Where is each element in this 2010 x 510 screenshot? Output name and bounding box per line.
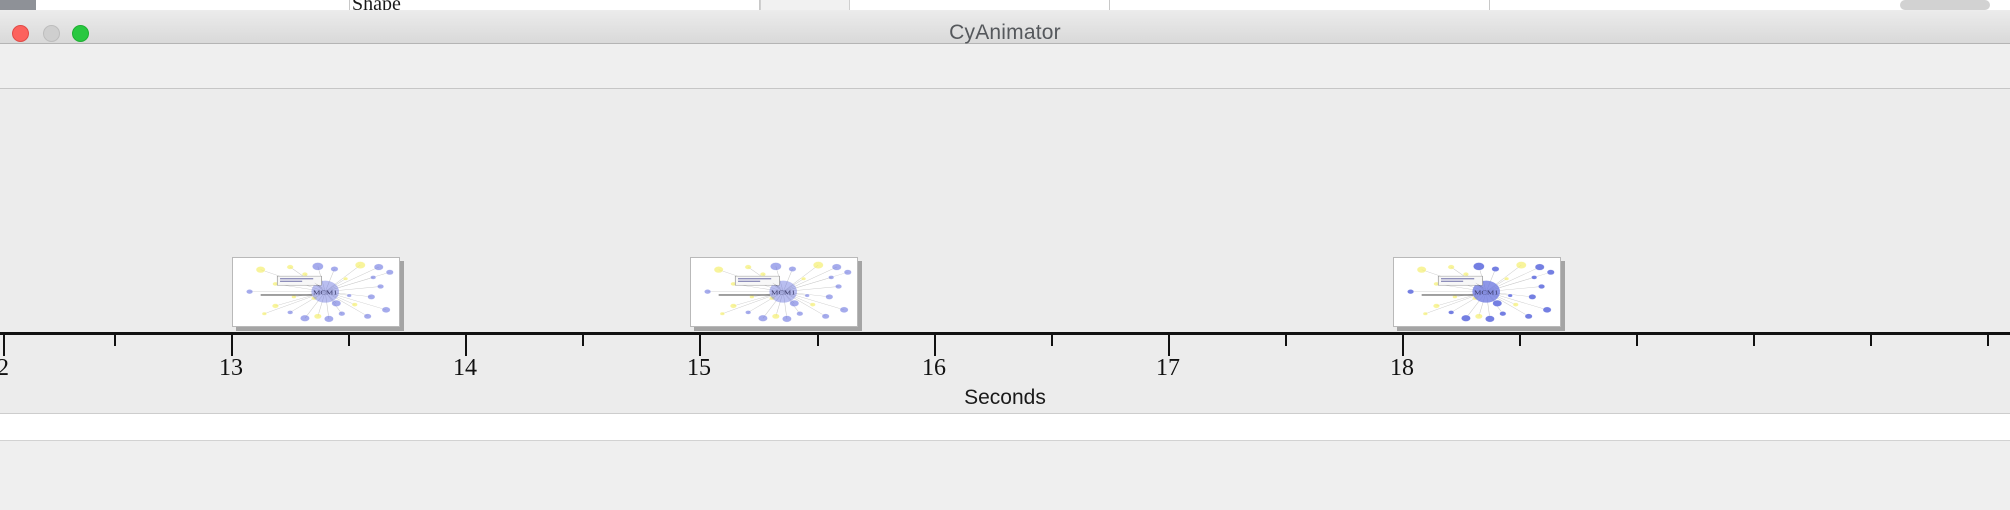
background-column	[190, 0, 350, 10]
minimize-button[interactable]	[43, 25, 60, 42]
background-tab	[760, 0, 850, 10]
timeline-tick-minor	[1636, 335, 1638, 346]
background-column	[590, 0, 760, 10]
timeline-tick-major	[231, 335, 233, 356]
timeline-tick-major	[699, 335, 701, 356]
svg-text:MCM1: MCM1	[771, 289, 796, 296]
timeline-tick-minor	[1285, 335, 1287, 346]
timeline-panel[interactable]: MCM1 MCM1 MCM1 2 13 14 15 16 17 18 Seconds	[0, 89, 2010, 510]
background-sidebar	[0, 0, 36, 10]
toolbar: Clear All Frames	[0, 44, 2010, 129]
timeline-tick-label: 13	[219, 355, 243, 381]
background-scrollbar	[1900, 0, 1990, 10]
title-bar: CyAnimator	[0, 10, 2010, 44]
timeline-tick-minor	[582, 335, 584, 346]
timeline-tick-minor	[1519, 335, 1521, 346]
timeline-tick-label: 18	[1390, 355, 1414, 381]
timeline-tick-label: 17	[1156, 355, 1180, 381]
timeline-tick-label: 16	[922, 355, 946, 381]
timeline-tick-label: 15	[687, 355, 711, 381]
timeline-tick-minor	[1870, 335, 1872, 346]
timeline-tick-minor	[1987, 335, 1989, 346]
timeline-tick-minor	[1753, 335, 1755, 346]
timeline-frame-thumbnail[interactable]: MCM1	[232, 257, 400, 327]
axis-title: Seconds	[964, 386, 1046, 409]
background-column	[1300, 0, 1490, 10]
timeline-frame-thumbnail[interactable]: MCM1	[1393, 257, 1561, 327]
timeline-tick-minor	[114, 335, 116, 346]
close-button[interactable]	[12, 25, 29, 42]
window-title: CyAnimator	[949, 21, 1061, 44]
timeline-tick-major	[3, 335, 5, 356]
timeline-tick-label: 14	[453, 355, 477, 381]
timeline-tick-label: 2	[0, 355, 9, 381]
svg-text:MCM1: MCM1	[313, 289, 338, 296]
timeline-tick-minor	[1051, 335, 1053, 346]
timeline-tick-major	[1402, 335, 1404, 356]
timeline-axis-line	[0, 332, 2010, 335]
timeline-tick-minor	[817, 335, 819, 346]
timeline-tick-minor	[348, 335, 350, 346]
background-column	[930, 0, 1110, 10]
background-window-strip: Shape	[0, 0, 2010, 15]
svg-text:MCM1: MCM1	[1474, 289, 1499, 296]
timeline-tick-major	[934, 335, 936, 356]
maximize-button[interactable]	[72, 25, 89, 42]
timeline-tick-major	[465, 335, 467, 356]
timeline-tick-major	[1168, 335, 1170, 356]
playback-control-bar: Animation Speed:	[0, 440, 2010, 510]
timeline-frame-thumbnail[interactable]: MCM1	[690, 257, 858, 327]
